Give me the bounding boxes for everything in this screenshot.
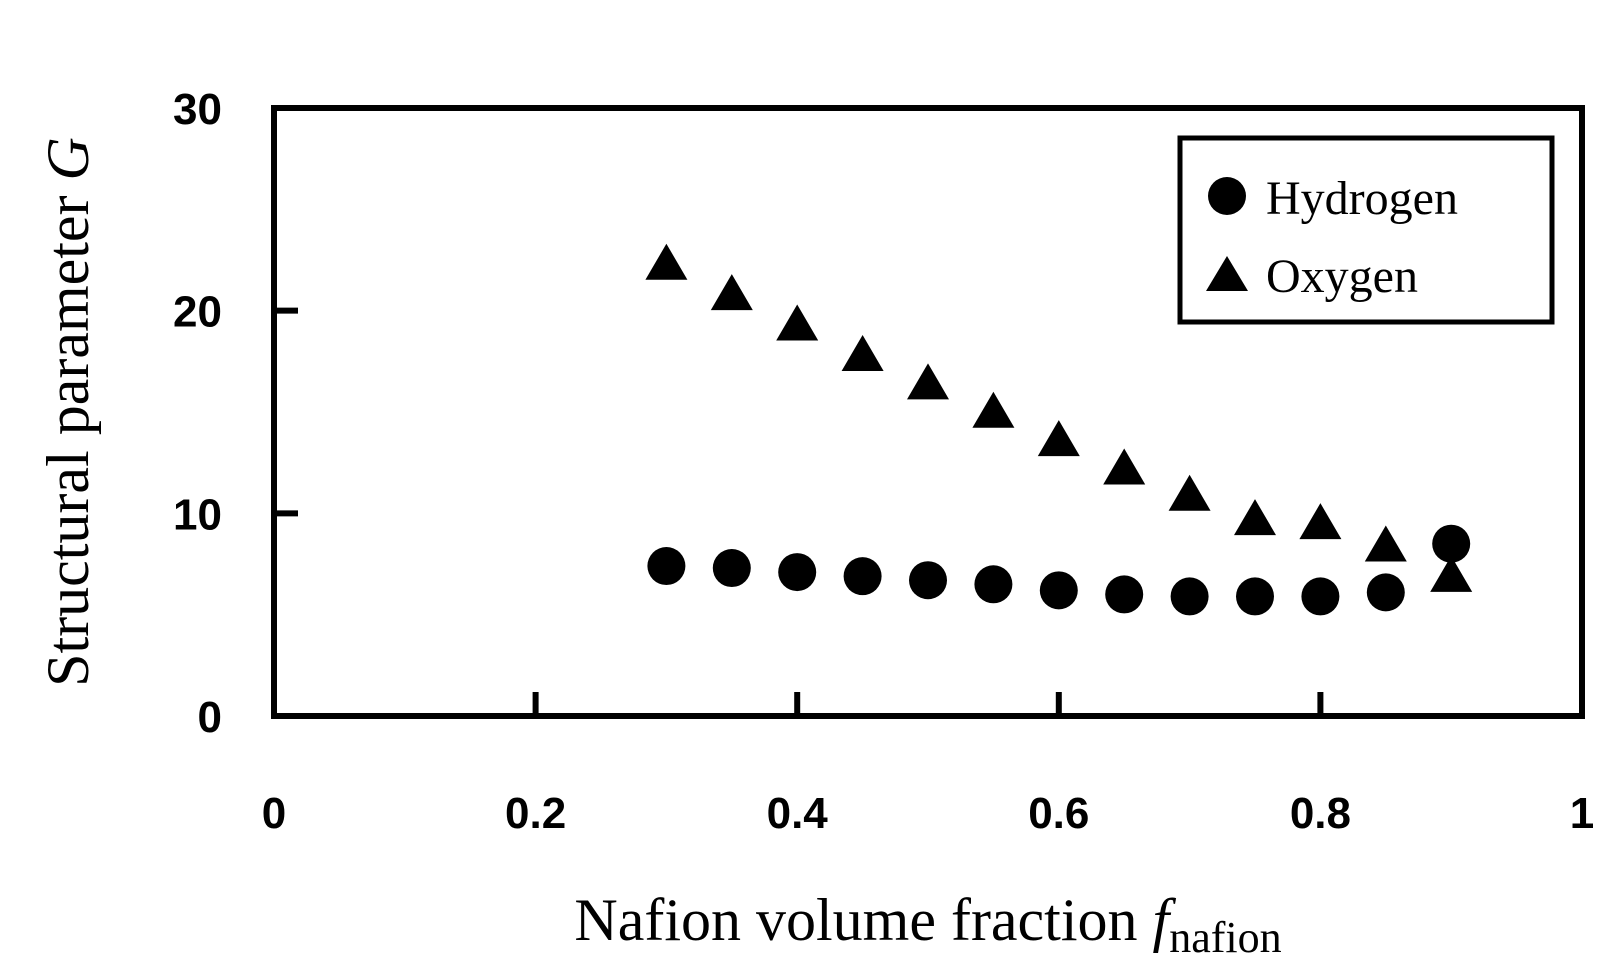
legend-marker-hydrogen: [1208, 177, 1246, 215]
x-tick-label: 1: [1570, 789, 1594, 838]
oxygen-point: [907, 363, 949, 400]
hydrogen-point: [1170, 577, 1209, 616]
oxygen-point: [841, 334, 884, 371]
y-axis-title: Structural parameter G: [35, 137, 101, 687]
legend-label-hydrogen: Hydrogen: [1266, 172, 1458, 225]
hydrogen-point: [1432, 524, 1471, 563]
x-tick-label: 0.2: [505, 789, 566, 838]
oxygen-point: [710, 274, 753, 311]
hydrogen-point: [778, 553, 817, 592]
x-tick-label: 0.6: [1028, 789, 1089, 838]
legend-box: [1177, 135, 1555, 325]
x-tick-label: 0: [262, 789, 286, 838]
legend-marker-oxygen: [1206, 256, 1248, 291]
hydrogen-point: [712, 549, 751, 588]
oxygen-point: [1168, 474, 1211, 511]
x-tick-label: 0.4: [767, 789, 829, 838]
oxygen-point: [972, 391, 1015, 428]
oxygen-point: [1364, 525, 1407, 562]
y-tick-label: 0: [198, 693, 222, 742]
plot-frame: [271, 105, 1585, 719]
hydrogen-point: [1301, 577, 1340, 616]
x-axis-ticks: 0 0.2 0.4 0.6 0.8 1: [262, 692, 1594, 838]
oxygen-point: [776, 304, 819, 341]
x-axis-title: Nafion volume fraction fnafion: [574, 887, 1281, 962]
hydrogen-point: [1236, 577, 1274, 616]
hydrogen-point: [1366, 573, 1405, 612]
y-axis-ticks: 0 10 20 30: [173, 85, 298, 742]
legend: Hydrogen Oxygen: [1177, 135, 1555, 325]
data-points: [645, 243, 1473, 616]
oxygen-point: [1234, 499, 1276, 536]
y-tick-label: 30: [173, 85, 222, 134]
y-tick-label: 20: [173, 288, 222, 337]
oxygen-point: [1299, 503, 1342, 540]
hydrogen-point: [974, 565, 1013, 604]
oxygen-point: [645, 243, 688, 280]
hydrogen-point: [647, 547, 686, 586]
hydrogen-point: [909, 561, 947, 600]
oxygen-point: [1037, 420, 1080, 457]
hydrogen-point: [843, 557, 882, 596]
x-tick-label: 0.8: [1290, 789, 1351, 838]
oxygen-point: [1430, 555, 1473, 592]
oxygen-point: [1103, 448, 1146, 485]
legend-label-oxygen: Oxygen: [1266, 250, 1418, 303]
hydrogen-point: [1039, 571, 1078, 610]
y-tick-label: 10: [173, 490, 222, 539]
hydrogen-point: [1105, 575, 1144, 614]
